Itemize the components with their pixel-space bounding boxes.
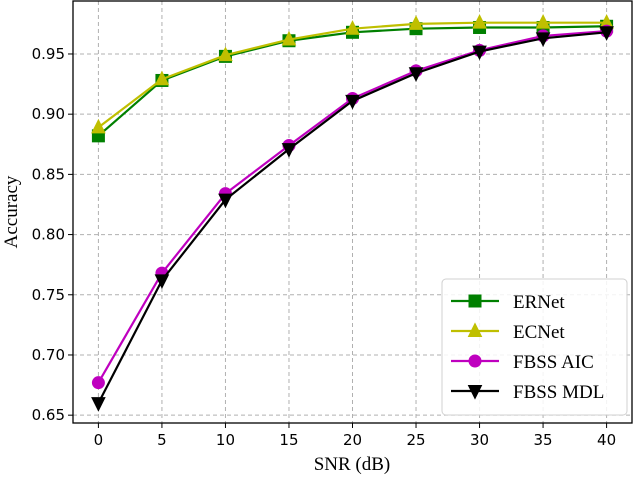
legend: ERNet ECNet FBSS AIC FBSS MDL (441, 278, 628, 416)
legend-label: ECNet (513, 322, 565, 343)
triangle-up-marker-icon (91, 118, 106, 134)
x-axis: 0 5 10 15 20 25 30 35 40 (94, 423, 616, 449)
x-tick-label: 15 (279, 431, 298, 449)
y-tick-label: 0.65 (32, 406, 65, 424)
circle-marker-icon (468, 354, 482, 368)
triangle-down-marker-icon (599, 26, 614, 41)
legend-item: FBSS AIC (451, 352, 594, 373)
circle-marker-icon (91, 376, 105, 390)
triangle-up-marker-icon (467, 322, 483, 337)
x-tick-label: 5 (157, 431, 167, 449)
legend-label: ERNet (513, 292, 565, 313)
triangle-up-marker-icon (408, 15, 424, 30)
square-marker-icon (468, 294, 482, 308)
y-tick-label: 0.70 (32, 346, 65, 364)
legend-item: ERNet (451, 292, 565, 313)
legend-item: ECNet (451, 322, 565, 343)
triangle-down-marker-icon (281, 143, 297, 158)
triangle-down-marker-icon (467, 385, 483, 400)
x-tick-label: 10 (216, 431, 235, 449)
y-tick-label: 0.90 (32, 105, 65, 123)
x-tick-label: 20 (343, 431, 362, 449)
triangle-up-marker-icon (345, 20, 360, 35)
x-tick-label: 40 (597, 431, 616, 449)
triangle-down-marker-icon (472, 45, 487, 61)
y-tick-label: 0.95 (32, 45, 65, 63)
x-tick-label: 0 (94, 431, 104, 449)
triangle-down-marker-icon (535, 32, 551, 47)
triangle-down-marker-icon (154, 274, 170, 289)
legend-item: FBSS MDL (451, 382, 604, 403)
x-tick-label: 35 (534, 431, 553, 449)
triangle-down-marker-icon (408, 67, 424, 82)
y-tick-label: 0.75 (32, 286, 65, 304)
x-axis-title: SNR (dB) (314, 454, 391, 475)
legend-box (441, 278, 628, 416)
triangle-up-marker-icon (154, 70, 170, 86)
legend-label: FBSS MDL (513, 382, 604, 403)
triangle-down-marker-icon (218, 193, 233, 209)
y-tick-label: 0.85 (32, 165, 65, 183)
series-fbss-mdl (91, 26, 614, 412)
legend-label: FBSS AIC (513, 352, 594, 373)
triangle-down-marker-icon (91, 397, 106, 412)
x-tick-label: 25 (406, 431, 425, 449)
triangle-up-marker-icon (218, 46, 233, 62)
y-tick-label: 0.80 (32, 226, 65, 244)
triangle-up-marker-icon (535, 14, 551, 29)
triangle-up-marker-icon (472, 14, 487, 29)
triangle-down-marker-icon (345, 94, 360, 110)
x-tick-label: 30 (470, 431, 489, 449)
triangle-up-marker-icon (281, 30, 297, 46)
series-layer (91, 14, 614, 412)
y-axis-title: Accuracy (1, 175, 22, 248)
y-axis: 0.65 0.70 0.75 0.80 0.85 0.90 0.95 (32, 45, 73, 424)
